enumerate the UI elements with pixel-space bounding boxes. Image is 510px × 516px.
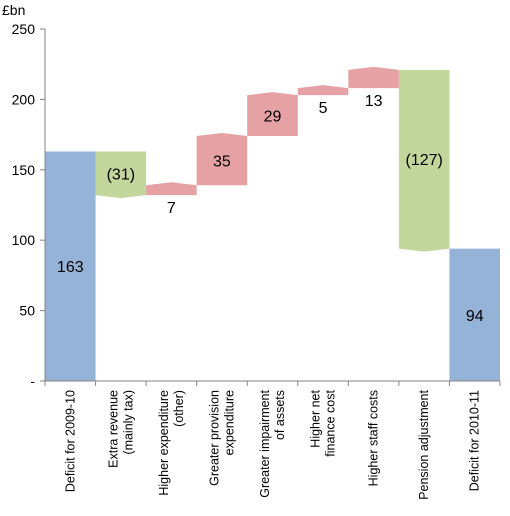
value-label: 5 — [319, 100, 328, 117]
category-label: finance cost — [324, 389, 338, 456]
category-label: Higher staff costs — [367, 390, 381, 486]
category-label: Higher net — [309, 389, 323, 447]
category-labels: Deficit for 2009-10 Extra revenue (mainly … — [63, 389, 481, 499]
value-label: 13 — [365, 93, 383, 110]
bars-layer — [45, 66, 500, 381]
y-tick-label: 200 — [12, 91, 36, 107]
value-label: 35 — [213, 154, 231, 171]
category-label: Deficit for 2010-11 — [468, 390, 482, 491]
bar-8 — [449, 248, 500, 381]
category-label: of assets — [273, 390, 287, 440]
category-label: Greater impairment — [258, 389, 272, 497]
bar-1 — [95, 151, 147, 199]
bar-2 — [146, 182, 197, 196]
bar-0 — [45, 151, 96, 381]
category-label: expenditure — [222, 390, 236, 455]
value-label: (31) — [107, 166, 135, 183]
value-label: 29 — [264, 109, 282, 126]
category-label: Greater provision — [207, 390, 221, 486]
category-label: (other) — [172, 390, 186, 427]
bar-5 — [297, 85, 349, 96]
axes-layer — [40, 28, 501, 386]
y-tick-label: - — [30, 373, 35, 389]
bar-7 — [398, 69, 450, 252]
category-label: Pension adjustment — [417, 389, 431, 499]
y-tick-label: 250 — [12, 21, 36, 37]
y-tick-labels: - 50 100 150 200 250 — [12, 21, 36, 389]
bar-6 — [348, 66, 399, 89]
value-label: 163 — [57, 259, 84, 276]
category-label: (mainly tax) — [121, 390, 135, 455]
y-tick-label: 150 — [12, 162, 36, 178]
bar-3 — [196, 133, 248, 186]
value-labels: 163 (31) 7 35 29 5 13 (127) 94 — [57, 93, 484, 325]
category-label: Higher expenditure — [157, 390, 171, 496]
y-tick-label: 100 — [12, 232, 36, 248]
value-label: 94 — [466, 308, 484, 325]
y-tick-label: 50 — [19, 303, 35, 319]
bar-4 — [247, 92, 298, 137]
value-label: 7 — [167, 200, 176, 217]
y-unit-label: £bn — [2, 2, 25, 18]
category-label: Deficit for 2009-10 — [63, 390, 77, 492]
category-label: Extra revenue — [106, 390, 120, 468]
value-label: (127) — [405, 152, 442, 169]
